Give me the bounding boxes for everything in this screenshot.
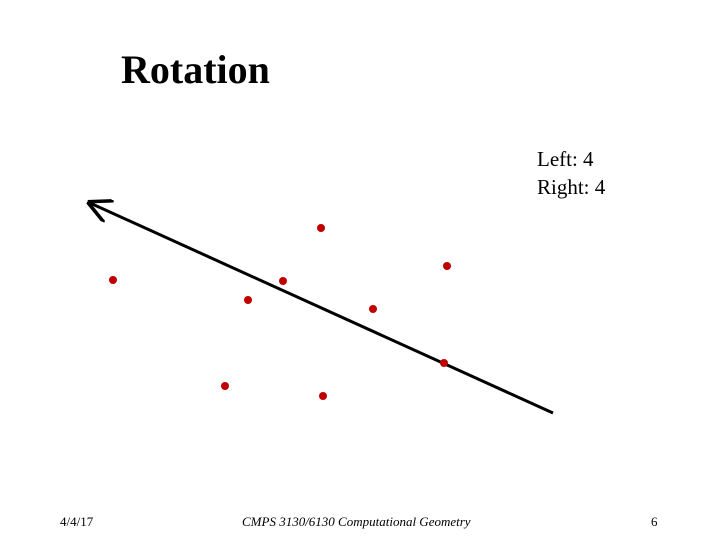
point-counts: Left: 4 Right: 4: [537, 145, 605, 201]
point: [221, 382, 229, 390]
point: [244, 296, 252, 304]
footer-course-title: CMPS 3130/6130 Computational Geometry: [242, 514, 471, 529]
point: [109, 276, 117, 284]
slide-title: Rotation: [121, 47, 270, 92]
point: [443, 262, 451, 270]
point: [279, 277, 287, 285]
point: [317, 224, 325, 232]
point: [440, 359, 448, 367]
point: [369, 305, 377, 313]
left-count-label: Left: 4: [537, 147, 594, 171]
point: [319, 392, 327, 400]
right-count-label: Right: 4: [537, 175, 606, 199]
footer-page-number: 6: [651, 514, 658, 529]
footer-date: 4/4/17: [60, 514, 94, 529]
directed-line-arrow: [90, 203, 554, 415]
